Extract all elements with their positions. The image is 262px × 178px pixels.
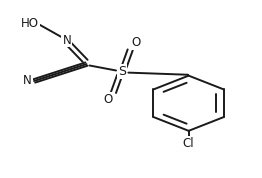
Text: HO: HO (21, 17, 39, 30)
Text: N: N (23, 74, 32, 88)
Text: N: N (62, 33, 71, 47)
Text: O: O (131, 36, 140, 49)
Text: O: O (103, 93, 113, 106)
Text: S: S (118, 65, 126, 78)
Text: Cl: Cl (183, 137, 194, 150)
